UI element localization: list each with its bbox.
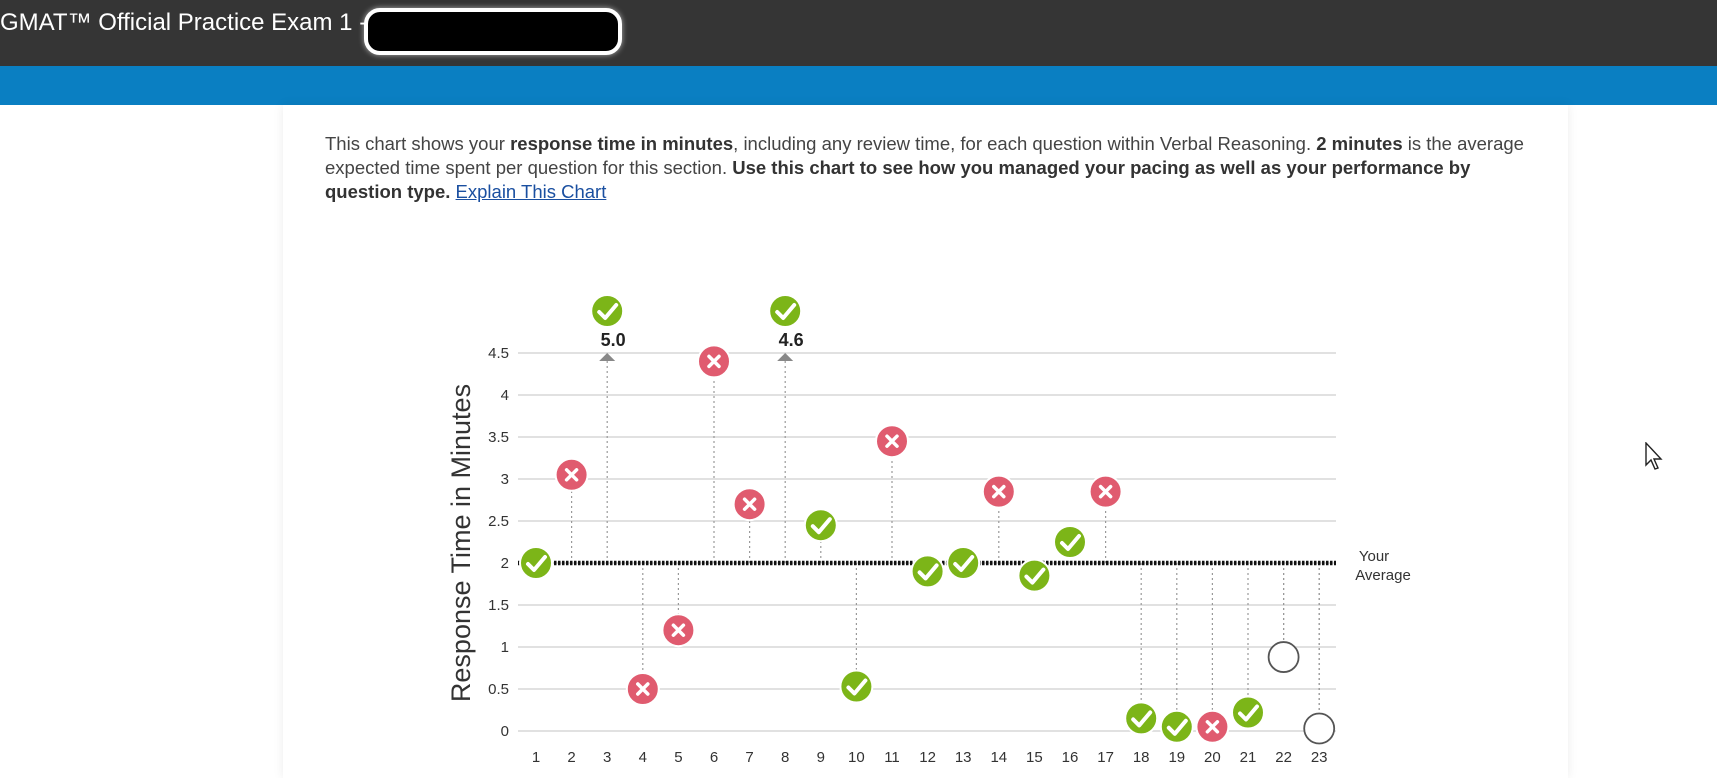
x-icon bbox=[1205, 720, 1220, 734]
check-icon bbox=[1166, 718, 1188, 736]
x-tick-label: 4 bbox=[639, 749, 647, 766]
unanswered-point bbox=[1267, 641, 1300, 673]
unanswered-point bbox=[1303, 712, 1336, 745]
explain-chart-link[interactable]: Explain This Chart bbox=[455, 181, 607, 202]
correct-point bbox=[590, 294, 625, 328]
check-icon bbox=[917, 563, 939, 581]
y-ticks: 0 0.5 1 1.5 2 2.5 3 3.5 4 4.5 bbox=[488, 345, 509, 740]
x-tick-label: 7 bbox=[745, 749, 753, 766]
x-icon bbox=[564, 468, 579, 482]
check-icon bbox=[1131, 710, 1153, 728]
x-tick-label: 10 bbox=[848, 749, 865, 766]
correct-point bbox=[768, 294, 803, 328]
nav-bar bbox=[0, 66, 1717, 105]
x-icon bbox=[1098, 484, 1113, 499]
check-icon bbox=[775, 303, 797, 320]
correct-point bbox=[1124, 701, 1159, 736]
x-tick-label: 17 bbox=[1097, 749, 1114, 766]
chart-description: This chart shows your response time in m… bbox=[325, 132, 1550, 204]
y-tick-label: 3.5 bbox=[488, 429, 509, 446]
x-tick-label: 16 bbox=[1062, 749, 1079, 766]
correct-point bbox=[839, 669, 874, 704]
y-axis-label: Response Time in Minutes bbox=[446, 384, 476, 702]
offscale-arrow-icon bbox=[777, 353, 794, 361]
correct-point bbox=[519, 546, 553, 580]
x-tick-label: 2 bbox=[567, 749, 575, 766]
y-tick-label: 4 bbox=[501, 387, 509, 404]
average-label-line1: Your bbox=[1359, 548, 1389, 565]
y-tick-label: 2.5 bbox=[488, 513, 509, 530]
correct-point bbox=[910, 554, 945, 589]
correct-point bbox=[1159, 709, 1194, 744]
y-tick-label: 4.5 bbox=[488, 345, 509, 362]
x-tick-label: 11 bbox=[884, 749, 900, 766]
check-icon bbox=[1238, 704, 1259, 722]
x-icon bbox=[992, 484, 1006, 499]
offscale-value-label: 5.0 bbox=[601, 330, 626, 350]
x-tick-label: 20 bbox=[1204, 749, 1221, 766]
title-bar: GMAT™ Official Practice Exam 1 - bbox=[0, 0, 1717, 66]
average-label-line2: Average bbox=[1355, 567, 1411, 584]
desc-bold-3: Use this chart to see how you managed yo… bbox=[325, 157, 1471, 202]
x-tick-label: 9 bbox=[817, 749, 825, 766]
desc-bold-1: response time in minutes bbox=[510, 133, 734, 154]
check-icon bbox=[1024, 567, 1046, 585]
x-tick-label: 3 bbox=[603, 749, 611, 766]
x-tick-label: 5 bbox=[674, 749, 682, 766]
x-icon bbox=[885, 434, 899, 448]
offscale-arrow-icon bbox=[599, 353, 616, 361]
x-icon bbox=[636, 682, 650, 696]
y-tick-label: 0.5 bbox=[488, 681, 509, 698]
x-tick-label: 12 bbox=[919, 749, 936, 766]
correct-point bbox=[946, 546, 981, 580]
x-tick-label: 23 bbox=[1311, 749, 1328, 766]
desc-text-3: is the average expected time spent per q… bbox=[325, 133, 1524, 178]
desc-text-1: This chart shows your bbox=[325, 133, 511, 154]
y-tick-label: 2 bbox=[501, 555, 509, 572]
check-icon bbox=[1060, 534, 1081, 551]
x-tick-label: 22 bbox=[1275, 749, 1292, 766]
check-icon bbox=[846, 678, 868, 696]
redacted-name-box bbox=[364, 8, 622, 55]
data-points: 5.0 4.6 bbox=[519, 294, 1336, 745]
correct-point bbox=[1053, 525, 1087, 559]
correct-point bbox=[803, 508, 838, 543]
y-tick-label: 1 bbox=[501, 639, 509, 656]
x-tick-label: 14 bbox=[990, 749, 1007, 766]
x-ticks: 1 2 3 4 5 6 7 8 9 10 11 12 13 14 15 16 17 18 19 20 21 22 23 bbox=[532, 749, 1328, 766]
check-icon bbox=[597, 303, 619, 320]
desc-text-2: , including any review time, for each qu… bbox=[733, 133, 1317, 154]
exam-title: GMAT™ Official Practice Exam 1 - bbox=[0, 9, 368, 36]
y-tick-label: 3 bbox=[501, 471, 509, 488]
y-tick-label: 1.5 bbox=[488, 597, 509, 614]
x-icon bbox=[707, 354, 721, 369]
x-tick-label: 13 bbox=[955, 749, 972, 766]
mouse-cursor-icon bbox=[1645, 442, 1663, 470]
x-tick-label: 19 bbox=[1168, 749, 1185, 766]
x-icon bbox=[671, 623, 686, 637]
chart-panel bbox=[283, 105, 1568, 778]
x-tick-label: 8 bbox=[781, 749, 789, 766]
correct-point bbox=[1017, 558, 1052, 593]
correct-point bbox=[1231, 695, 1265, 730]
x-tick-label: 1 bbox=[532, 749, 540, 766]
x-icon bbox=[742, 497, 757, 511]
x-tick-label: 6 bbox=[710, 749, 718, 766]
stems bbox=[570, 353, 1320, 729]
check-icon bbox=[953, 555, 975, 572]
desc-bold-2: 2 minutes bbox=[1316, 133, 1403, 154]
check-icon bbox=[526, 555, 547, 572]
x-tick-label: 15 bbox=[1026, 749, 1043, 766]
offscale-value-label: 4.6 bbox=[779, 330, 804, 350]
y-tick-label: 0 bbox=[501, 723, 509, 740]
x-tick-label: 18 bbox=[1133, 749, 1150, 766]
x-tick-label: 21 bbox=[1240, 749, 1257, 766]
check-icon bbox=[810, 517, 832, 535]
